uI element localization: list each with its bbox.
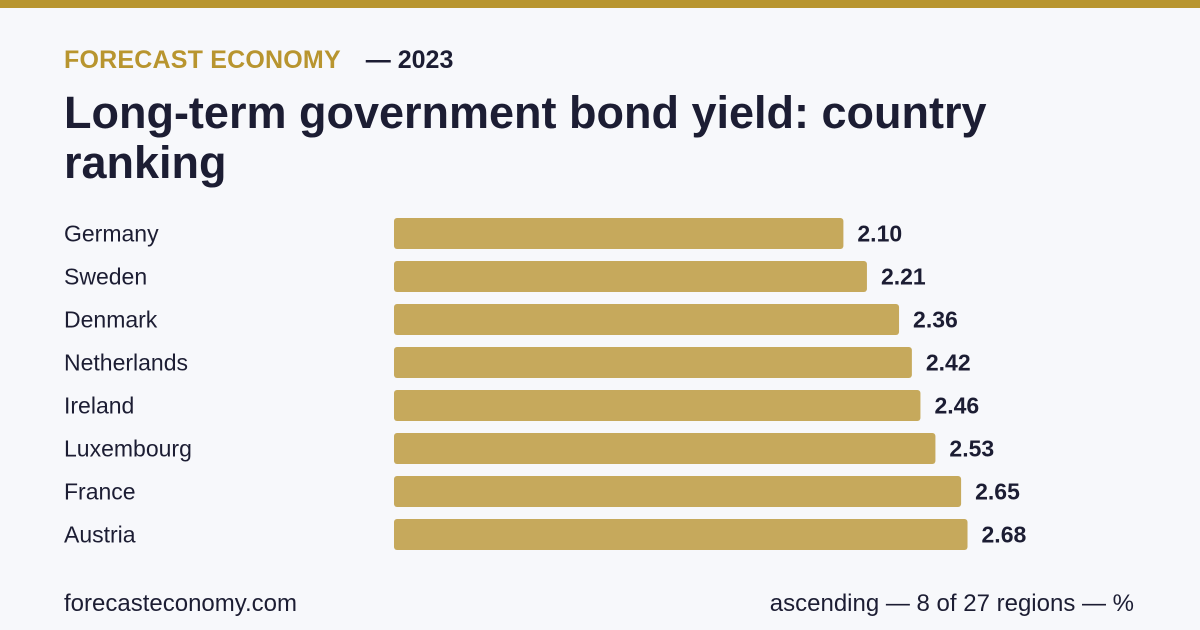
value-label: 2.68 — [982, 522, 1027, 548]
brand-label: FORECAST ECONOMY — [64, 46, 341, 74]
year-label: — 2023 — [365, 46, 454, 74]
value-label: 2.36 — [913, 307, 958, 333]
bar — [394, 519, 968, 550]
bar — [394, 433, 936, 464]
bar — [394, 218, 844, 249]
site-url: forecasteconomy.com — [64, 590, 297, 617]
category-label: Germany — [64, 221, 159, 247]
bar — [394, 347, 912, 378]
category-label: France — [64, 479, 136, 505]
value-label: 2.42 — [926, 350, 971, 376]
top-accent-bar — [0, 0, 1200, 8]
value-label: 2.10 — [857, 221, 902, 247]
bar — [394, 261, 867, 292]
category-label: Netherlands — [64, 350, 188, 376]
category-label: Sweden — [64, 264, 147, 290]
category-label: Ireland — [64, 393, 134, 419]
category-label: Luxembourg — [64, 436, 192, 462]
bar — [394, 390, 921, 421]
footer-note: ascending — 8 of 27 regions — % — [769, 590, 1134, 617]
eyebrow: FORECAST ECONOMY — 2023 — [64, 46, 453, 75]
category-label: Denmark — [64, 307, 158, 333]
bar — [394, 304, 900, 335]
chart-title: Long-term government bond yield: country… — [64, 87, 987, 188]
bar — [394, 476, 962, 507]
value-label: 2.65 — [975, 479, 1020, 505]
category-label: Austria — [64, 522, 136, 548]
value-label: 2.53 — [949, 436, 994, 462]
value-label: 2.21 — [881, 264, 926, 290]
value-label: 2.46 — [934, 393, 979, 419]
